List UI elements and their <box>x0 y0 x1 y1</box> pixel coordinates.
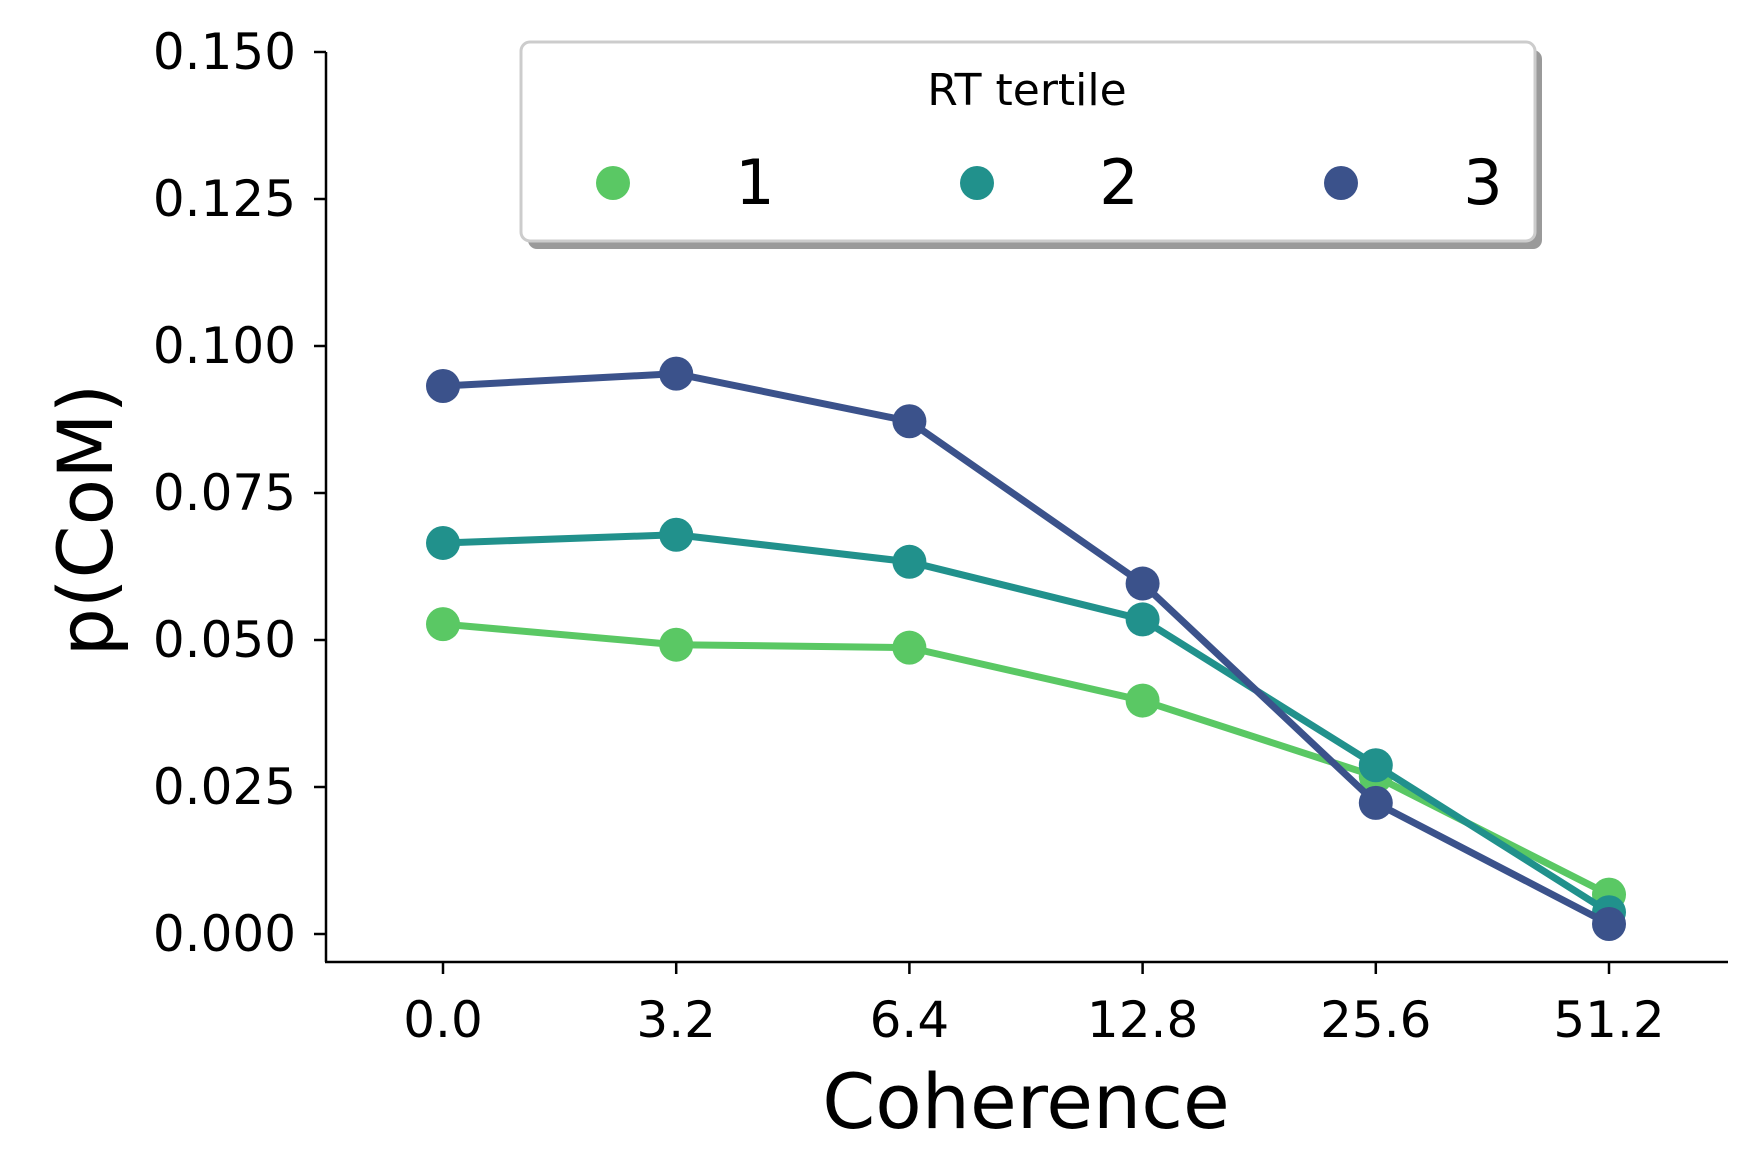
legend-title: RT tertile <box>927 65 1126 116</box>
series-2-point <box>892 544 927 579</box>
legend-marker-3 <box>1324 166 1358 200</box>
legend-label-3: 3 <box>1463 146 1502 219</box>
y-ticks: 0.000 0.025 0.050 0.075 0.100 0.125 0.150 <box>153 23 326 963</box>
legend-items: 1 2 3 <box>596 146 1503 219</box>
legend-marker-2 <box>960 166 994 200</box>
series-3-point <box>1592 907 1626 942</box>
x-tick-label: 25.6 <box>1320 991 1431 1049</box>
y-axis-label: p(CoM) <box>41 384 130 657</box>
series-2-point <box>659 517 694 552</box>
y-tick-label: 0.125 <box>153 170 296 228</box>
series-1-point <box>659 627 694 662</box>
legend-label-2: 2 <box>1099 146 1138 219</box>
series-1-point <box>892 630 927 665</box>
y-tick-label: 0.100 <box>153 317 296 375</box>
series-3-point <box>1125 566 1160 601</box>
series-3-point <box>892 404 927 439</box>
x-tick-label: 51.2 <box>1553 991 1664 1049</box>
y-tick-label: 0.075 <box>153 464 296 522</box>
x-tick-label: 3.2 <box>636 991 716 1049</box>
series-3-point <box>659 356 694 391</box>
series-2-point <box>1125 602 1160 637</box>
x-axis-label: Coherence <box>822 1057 1230 1146</box>
series-group <box>426 356 1626 942</box>
y-tick-label: 0.150 <box>153 23 296 81</box>
series-1-point <box>426 607 460 642</box>
y-tick-label: 0.050 <box>153 611 296 669</box>
series-2-point <box>1358 748 1393 783</box>
series-2-line <box>442 531 1611 916</box>
y-tick-label: 0.025 <box>153 758 296 816</box>
series-2-point <box>426 525 460 560</box>
series-3-point <box>1358 785 1393 820</box>
series-1-line <box>442 620 1611 898</box>
legend-marker-1 <box>596 166 630 200</box>
legend-box <box>519 40 1537 243</box>
series-3-point <box>426 368 460 403</box>
x-tick-label: 0.0 <box>403 991 483 1049</box>
x-tick-label: 6.4 <box>870 991 950 1049</box>
series-3-line <box>442 370 1611 928</box>
legend: RT tertile 1 2 3 <box>519 40 1542 249</box>
y-tick-label: 0.000 <box>153 905 296 963</box>
series-1-point <box>1125 683 1160 718</box>
x-ticks: 0.0 3.2 6.4 12.8 25.6 51.2 <box>403 962 1665 1049</box>
x-tick-label: 12.8 <box>1087 991 1198 1049</box>
legend-label-1: 1 <box>735 146 774 219</box>
axes <box>324 52 1728 964</box>
